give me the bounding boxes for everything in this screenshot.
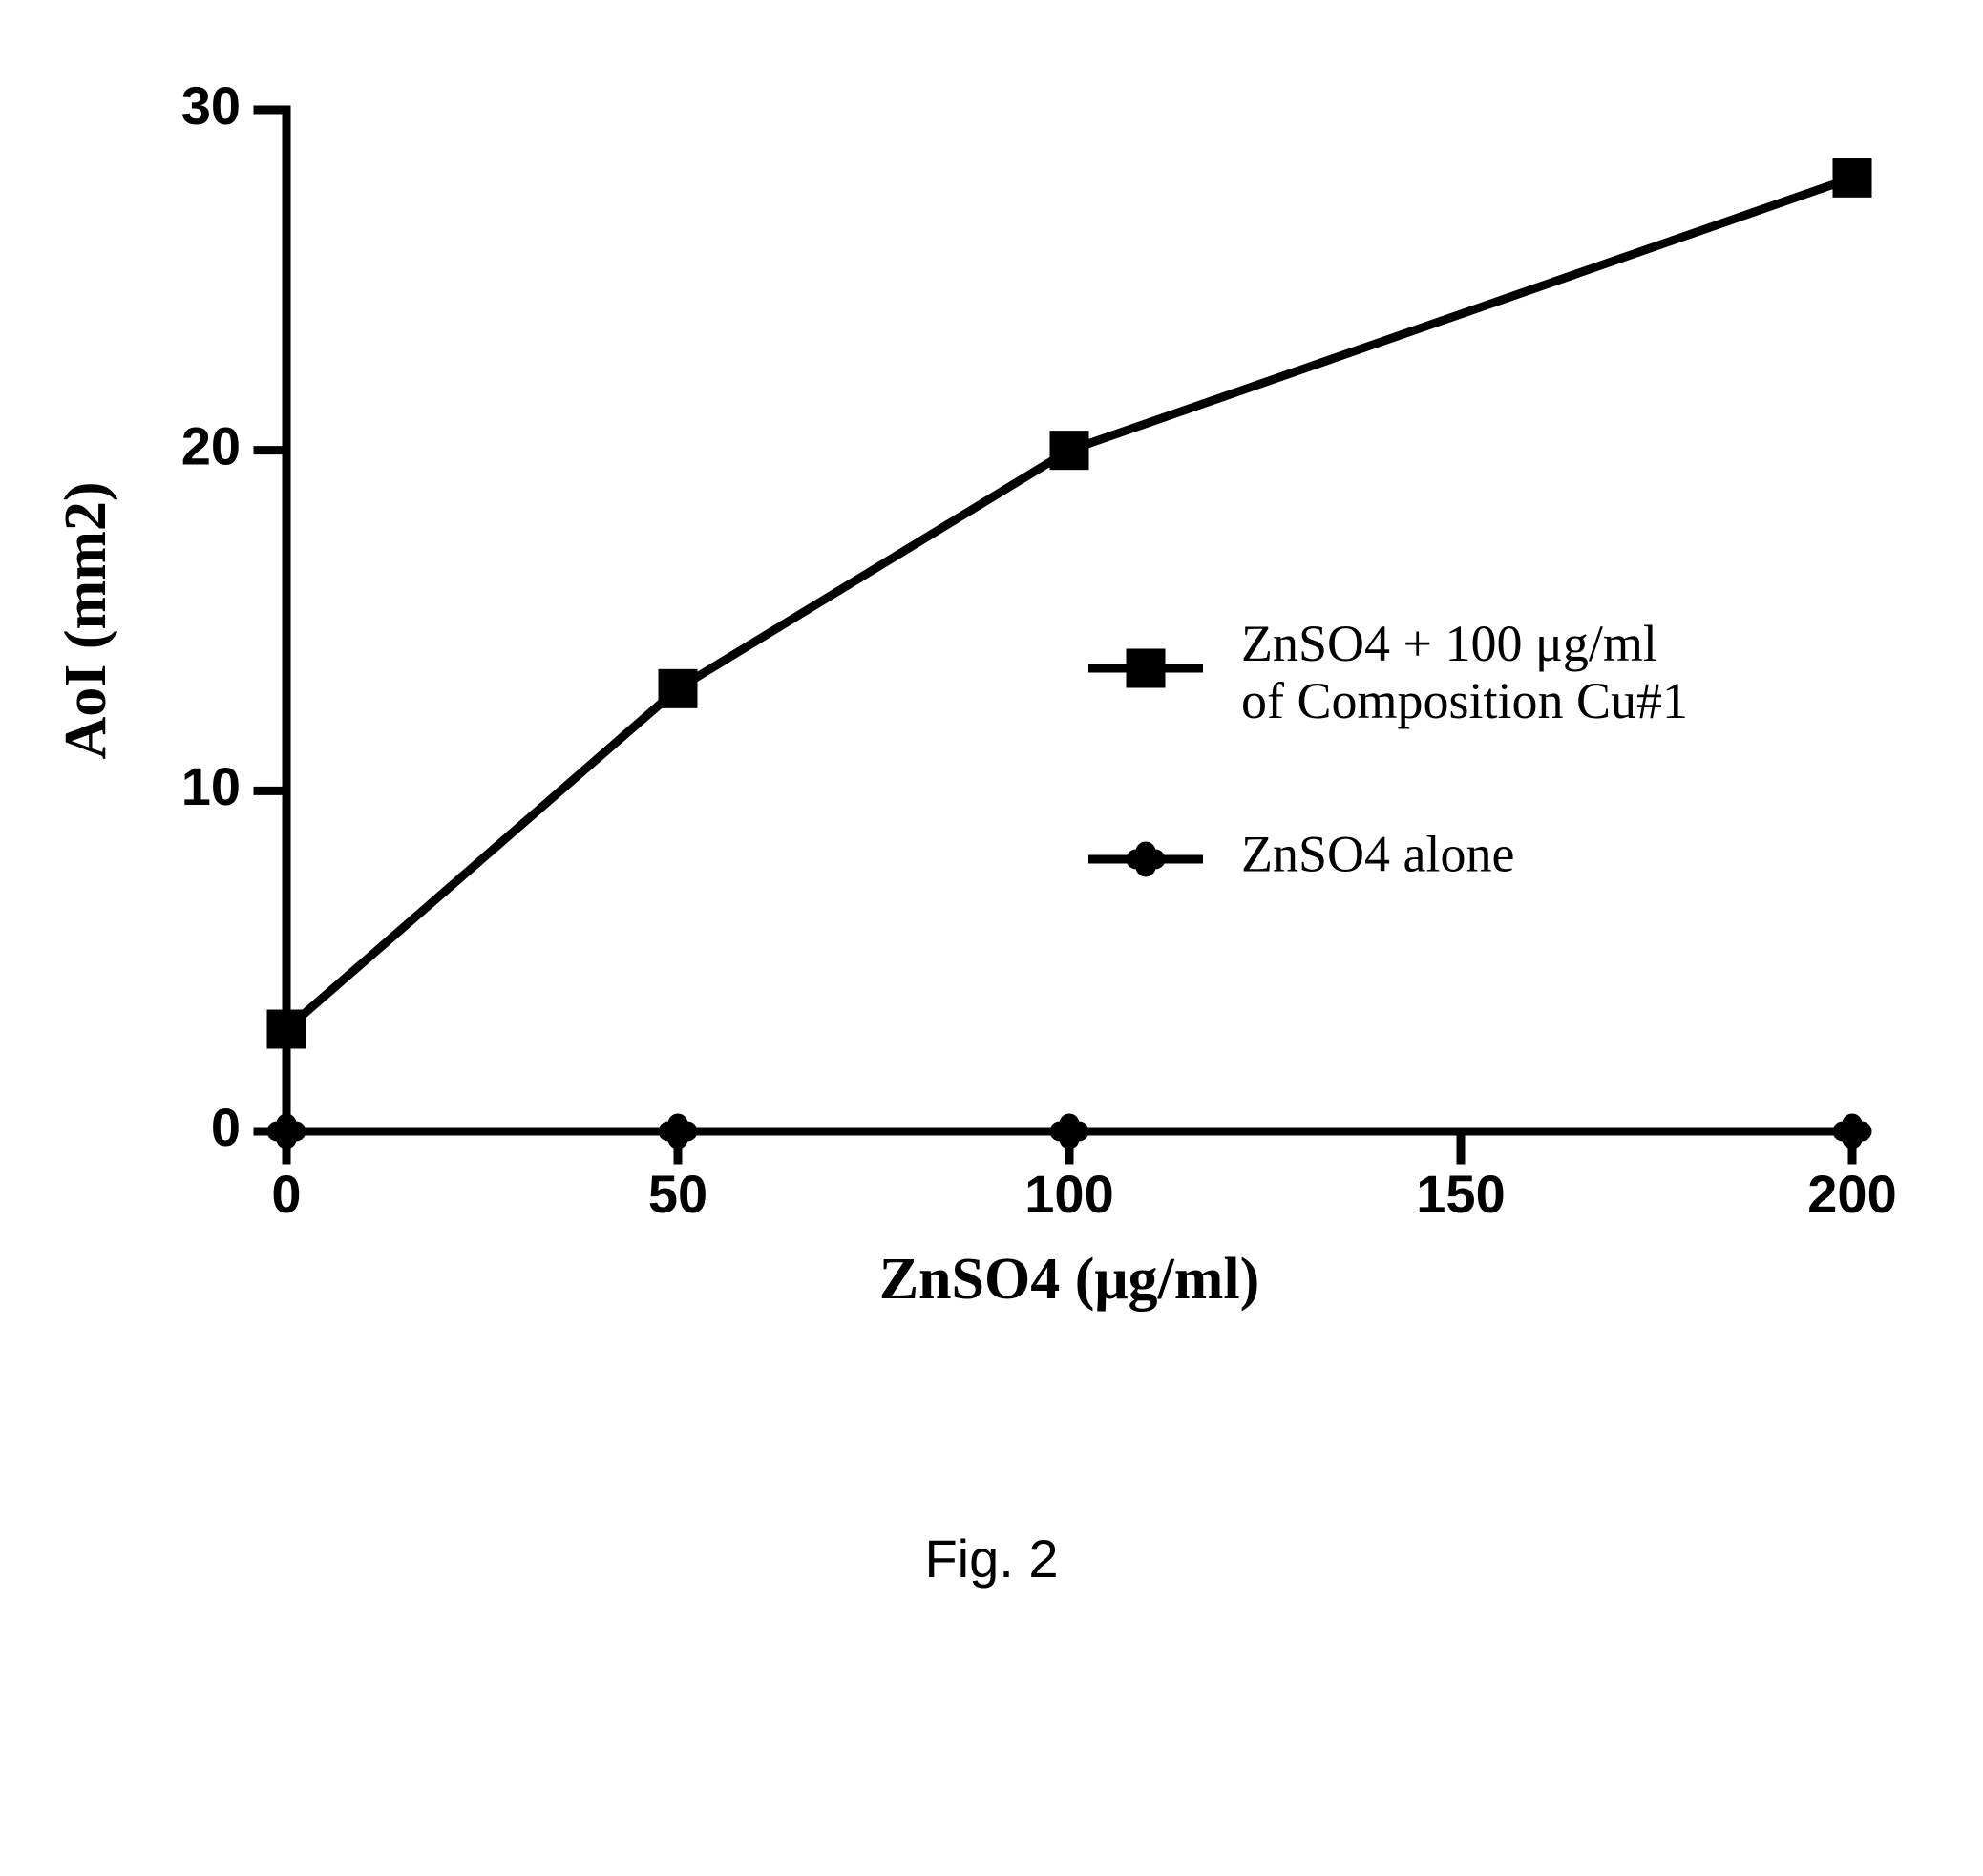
svg-text:10: 10 [181, 756, 241, 816]
svg-text:200: 200 [1807, 1164, 1896, 1224]
svg-text:ZnSO4 + 100 μg/ml: ZnSO4 + 100 μg/ml [1241, 615, 1657, 672]
line-chart: 0 10 20 30 0 50 100 150 200 AoI (mm2) ZnSO4 (μg/ml… [0, 0, 1983, 1432]
svg-text:30: 30 [181, 75, 241, 136]
svg-text:ZnSO4 (μg/ml): ZnSO4 (μg/ml) [879, 1247, 1260, 1312]
figure-caption: Fig. 2 [0, 1528, 1983, 1590]
svg-text:100: 100 [1024, 1164, 1113, 1224]
svg-text:150: 150 [1416, 1164, 1505, 1224]
svg-text:0: 0 [271, 1164, 301, 1224]
svg-text:ZnSO4 alone: ZnSO4 alone [1241, 825, 1514, 882]
svg-text:0: 0 [211, 1097, 241, 1157]
svg-text:20: 20 [181, 415, 241, 475]
svg-text:of Composition Cu#1: of Composition Cu#1 [1241, 672, 1688, 729]
svg-text:50: 50 [648, 1164, 707, 1224]
figure-page: 0 10 20 30 0 50 100 150 200 AoI (mm2) ZnSO4 (μg/ml… [0, 0, 1983, 1876]
svg-text:AoI (mm2): AoI (mm2) [53, 482, 118, 760]
